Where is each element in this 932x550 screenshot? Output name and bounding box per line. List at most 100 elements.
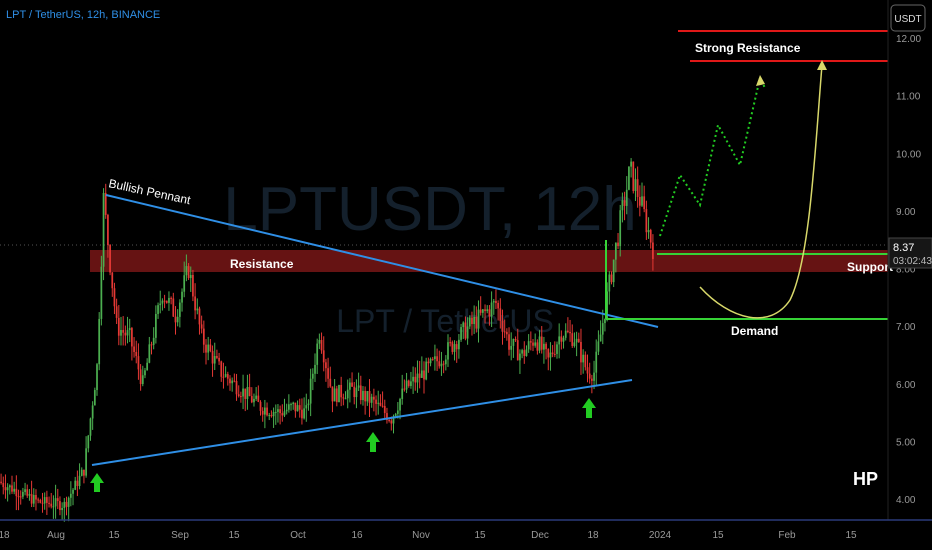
candle-body xyxy=(632,161,635,192)
candle-body xyxy=(259,401,262,411)
candle-body xyxy=(536,342,539,351)
candle-body xyxy=(41,502,44,504)
candle-body xyxy=(372,396,375,400)
time-tick-label: Aug xyxy=(47,530,65,541)
price-tick-label: 9.00 xyxy=(896,207,916,218)
candle-body xyxy=(266,407,268,416)
projection-dotted-arrowhead xyxy=(756,75,765,86)
candle-body xyxy=(486,309,489,312)
candle-body xyxy=(216,356,218,358)
candle-body xyxy=(575,338,578,343)
candle-body xyxy=(224,374,227,377)
pennant-lower-trendline[interactable] xyxy=(91,379,633,466)
candle-body xyxy=(261,410,264,415)
candle-body xyxy=(525,349,528,357)
candle-body xyxy=(438,361,441,367)
candle-body xyxy=(460,327,462,340)
candle-body xyxy=(22,491,24,497)
candle-body xyxy=(606,291,609,319)
symbol-title[interactable]: LPT / TetherUS, 12h, BINANCE xyxy=(6,9,160,21)
support-label: Support xyxy=(847,260,893,274)
candle-body xyxy=(412,376,414,382)
candle-body xyxy=(601,323,604,335)
currency-button[interactable] xyxy=(890,4,926,32)
price-axis[interactable]: 12.00 11.00 10.00 9.00 8.00 7.00 6.00 5.00 4.00 xyxy=(896,34,921,506)
candle-body xyxy=(427,361,430,364)
candle-body xyxy=(309,378,312,404)
candle-body xyxy=(185,266,188,276)
candle-body xyxy=(59,501,61,511)
candle-body xyxy=(268,415,271,417)
price-tick-label: 12.00 xyxy=(896,34,921,45)
candle-body xyxy=(6,487,9,491)
time-tick-label: Feb xyxy=(778,530,796,541)
candle-body xyxy=(490,302,493,317)
candle-body xyxy=(593,372,595,381)
candle-body xyxy=(102,193,105,267)
candle-body xyxy=(181,291,183,303)
candle-body xyxy=(63,501,66,508)
candle-body xyxy=(351,382,353,387)
candle-body xyxy=(74,480,77,490)
candle-body xyxy=(407,380,410,386)
candle-body xyxy=(586,367,589,374)
candle-body xyxy=(604,318,606,324)
candle-body xyxy=(429,358,432,364)
time-axis[interactable]: 18 Aug 15 Sep 15 Oct 16 Nov 15 Dec 18 2024 15 Feb 15 xyxy=(0,530,857,541)
candle-body xyxy=(87,435,90,449)
candle-body xyxy=(135,351,138,357)
candle-body xyxy=(168,297,170,303)
candle-body xyxy=(56,498,59,502)
candle-body xyxy=(165,300,168,303)
candle-body xyxy=(444,359,447,365)
candle-body xyxy=(174,316,177,323)
candle-body xyxy=(610,274,613,283)
watermark-main: LPTUSDT, 12h xyxy=(223,175,637,244)
candle-body xyxy=(377,402,380,404)
candle-body xyxy=(107,214,109,246)
candle-body xyxy=(187,266,190,279)
candle-body xyxy=(128,328,131,331)
projection-dotted-path[interactable] xyxy=(659,75,766,237)
candle-body xyxy=(468,317,471,327)
projection-curve[interactable] xyxy=(699,64,823,319)
candle-body xyxy=(126,330,129,336)
candle-body xyxy=(580,341,582,363)
candle-body xyxy=(403,388,406,390)
time-tick-label: 2024 xyxy=(649,530,672,541)
time-tick-label: 16 xyxy=(351,530,363,541)
candle-body xyxy=(170,297,173,299)
candle-body xyxy=(222,376,225,378)
candle-body xyxy=(375,399,377,404)
candle-body xyxy=(176,316,179,323)
candle-body xyxy=(451,342,454,352)
candle-body xyxy=(414,376,417,383)
candle-body xyxy=(643,196,646,210)
candle-body xyxy=(196,308,199,311)
candle-body xyxy=(303,408,305,419)
candle-body xyxy=(91,405,94,419)
candle-body xyxy=(346,389,349,399)
candle-body xyxy=(15,488,18,497)
candle-body xyxy=(2,482,5,488)
demand-label: Demand xyxy=(731,324,778,338)
candle-body xyxy=(623,200,626,206)
arrow-up-icon xyxy=(366,432,380,452)
candle-body xyxy=(641,196,643,206)
candle-body xyxy=(61,507,64,511)
candle-body xyxy=(503,331,506,333)
candle-body xyxy=(458,339,460,350)
candle-body xyxy=(647,230,650,233)
candle-body xyxy=(649,230,652,243)
candle-body xyxy=(595,351,598,373)
time-tick-label: 15 xyxy=(108,530,120,541)
candle-body xyxy=(390,420,393,424)
candle-body xyxy=(54,498,57,507)
pennant-upper-trendline[interactable] xyxy=(105,194,659,328)
time-tick-label: 15 xyxy=(474,530,486,541)
price-tick-label: 4.00 xyxy=(896,495,916,506)
candle-body xyxy=(329,378,332,387)
candle-body xyxy=(281,413,284,416)
